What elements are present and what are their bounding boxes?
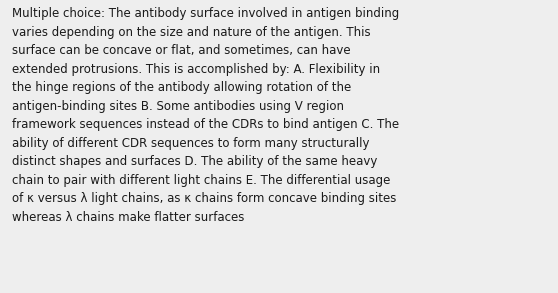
Text: Multiple choice: The antibody surface involved in antigen binding
varies dependi: Multiple choice: The antibody surface in…: [12, 7, 400, 224]
